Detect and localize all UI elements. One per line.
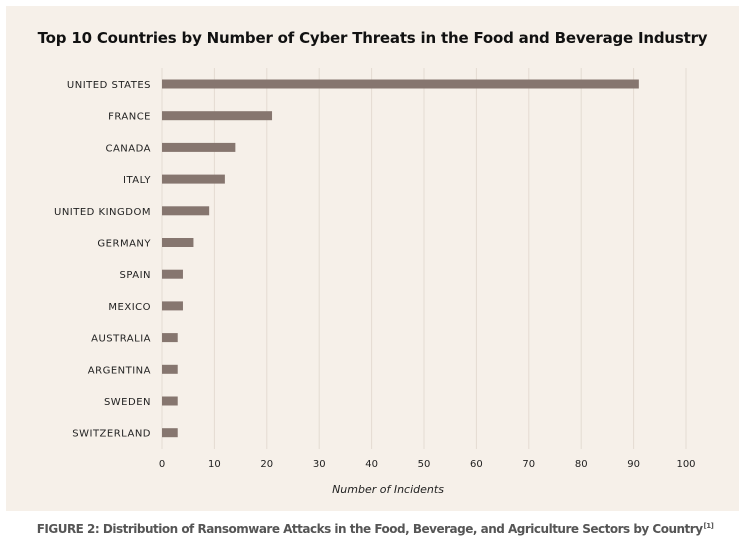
- x-tick-80: 80: [575, 459, 588, 470]
- x-tick-labels: 0 10 20 30 40 50 60 70 80 90 100: [159, 459, 696, 470]
- reference-marker: [1]: [703, 522, 714, 530]
- bar-switzerland: [162, 428, 178, 438]
- bar-mexico: [162, 301, 183, 311]
- category-label-italy: ITALY: [123, 175, 151, 186]
- x-axis-label: Number of Incidents: [332, 483, 444, 496]
- bar-argentina: [162, 364, 178, 374]
- x-tick-10: 10: [208, 459, 221, 470]
- category-label-france: FRANCE: [108, 112, 151, 123]
- category-label-mexico: MEXICO: [108, 302, 151, 313]
- chart-panel: [6, 6, 739, 511]
- category-label-united-kingdom: UNITED KINGDOM: [54, 207, 151, 218]
- bar-spain: [162, 269, 183, 279]
- category-label-canada: CANADA: [105, 143, 151, 154]
- figure-caption-text: FIGURE 2: Distribution of Ransomware Att…: [36, 522, 703, 536]
- category-label-australia: AUSTRALIA: [91, 334, 151, 345]
- x-tick-100: 100: [676, 459, 695, 470]
- x-tick-50: 50: [418, 459, 431, 470]
- category-label-germany: GERMANY: [97, 239, 151, 250]
- figure-caption: FIGURE 2: Distribution of Ransomware Att…: [0, 522, 750, 536]
- chart-title: Top 10 Countries by Number of Cyber Thre…: [37, 29, 708, 47]
- x-tick-0: 0: [159, 459, 165, 470]
- x-tick-40: 40: [365, 459, 378, 470]
- bar-italy: [162, 174, 225, 184]
- category-labels: UNITED STATES FRANCE CANADA ITALY UNITED KIN…: [54, 80, 151, 440]
- category-label-switzerland: SWITZERLAND: [72, 429, 151, 440]
- category-label-united-states: UNITED STATES: [67, 80, 151, 91]
- bar-germany: [162, 238, 194, 247]
- category-label-argentina: ARGENTINA: [88, 365, 151, 376]
- x-tick-30: 30: [313, 459, 326, 470]
- bar-australia: [162, 333, 178, 343]
- x-tick-60: 60: [470, 459, 483, 470]
- x-tick-70: 70: [522, 459, 535, 470]
- category-label-spain: SPAIN: [119, 270, 151, 281]
- x-tick-20: 20: [260, 459, 273, 470]
- bar-united-kingdom: [162, 206, 210, 216]
- bar-canada: [162, 142, 236, 152]
- bar-france: [162, 111, 273, 121]
- gridlines: [161, 68, 687, 449]
- bar-sweden: [162, 396, 178, 406]
- bars: [162, 79, 639, 438]
- bar-united-states: [162, 79, 639, 89]
- x-tick-90: 90: [627, 459, 640, 470]
- category-label-sweden: SWEDEN: [104, 397, 151, 408]
